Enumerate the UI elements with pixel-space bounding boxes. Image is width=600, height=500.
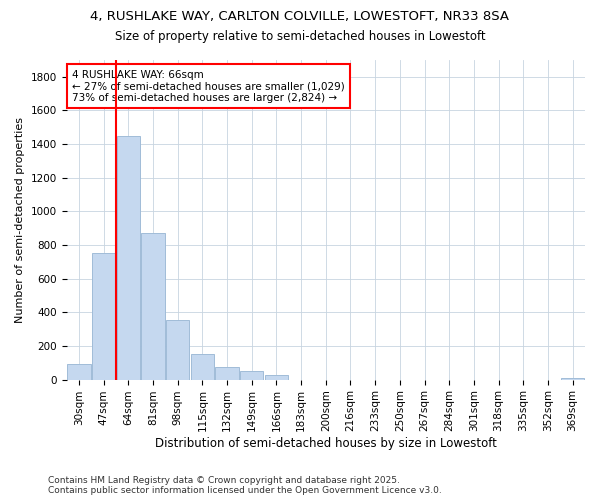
Text: Size of property relative to semi-detached houses in Lowestoft: Size of property relative to semi-detach…: [115, 30, 485, 43]
Bar: [191, 354, 214, 380]
Bar: [166, 320, 190, 380]
X-axis label: Distribution of semi-detached houses by size in Lowestoft: Distribution of semi-detached houses by …: [155, 437, 497, 450]
Bar: [92, 254, 115, 380]
Bar: [67, 364, 91, 380]
Bar: [240, 371, 263, 380]
Text: Contains HM Land Registry data © Crown copyright and database right 2025.
Contai: Contains HM Land Registry data © Crown c…: [48, 476, 442, 495]
Bar: [116, 136, 140, 380]
Bar: [141, 234, 164, 380]
Text: 4 RUSHLAKE WAY: 66sqm
← 27% of semi-detached houses are smaller (1,029)
73% of s: 4 RUSHLAKE WAY: 66sqm ← 27% of semi-deta…: [72, 70, 344, 103]
Text: 4, RUSHLAKE WAY, CARLTON COLVILLE, LOWESTOFT, NR33 8SA: 4, RUSHLAKE WAY, CARLTON COLVILLE, LOWES…: [91, 10, 509, 23]
Bar: [561, 378, 584, 380]
Bar: [265, 374, 288, 380]
Y-axis label: Number of semi-detached properties: Number of semi-detached properties: [15, 117, 25, 323]
Bar: [215, 367, 239, 380]
